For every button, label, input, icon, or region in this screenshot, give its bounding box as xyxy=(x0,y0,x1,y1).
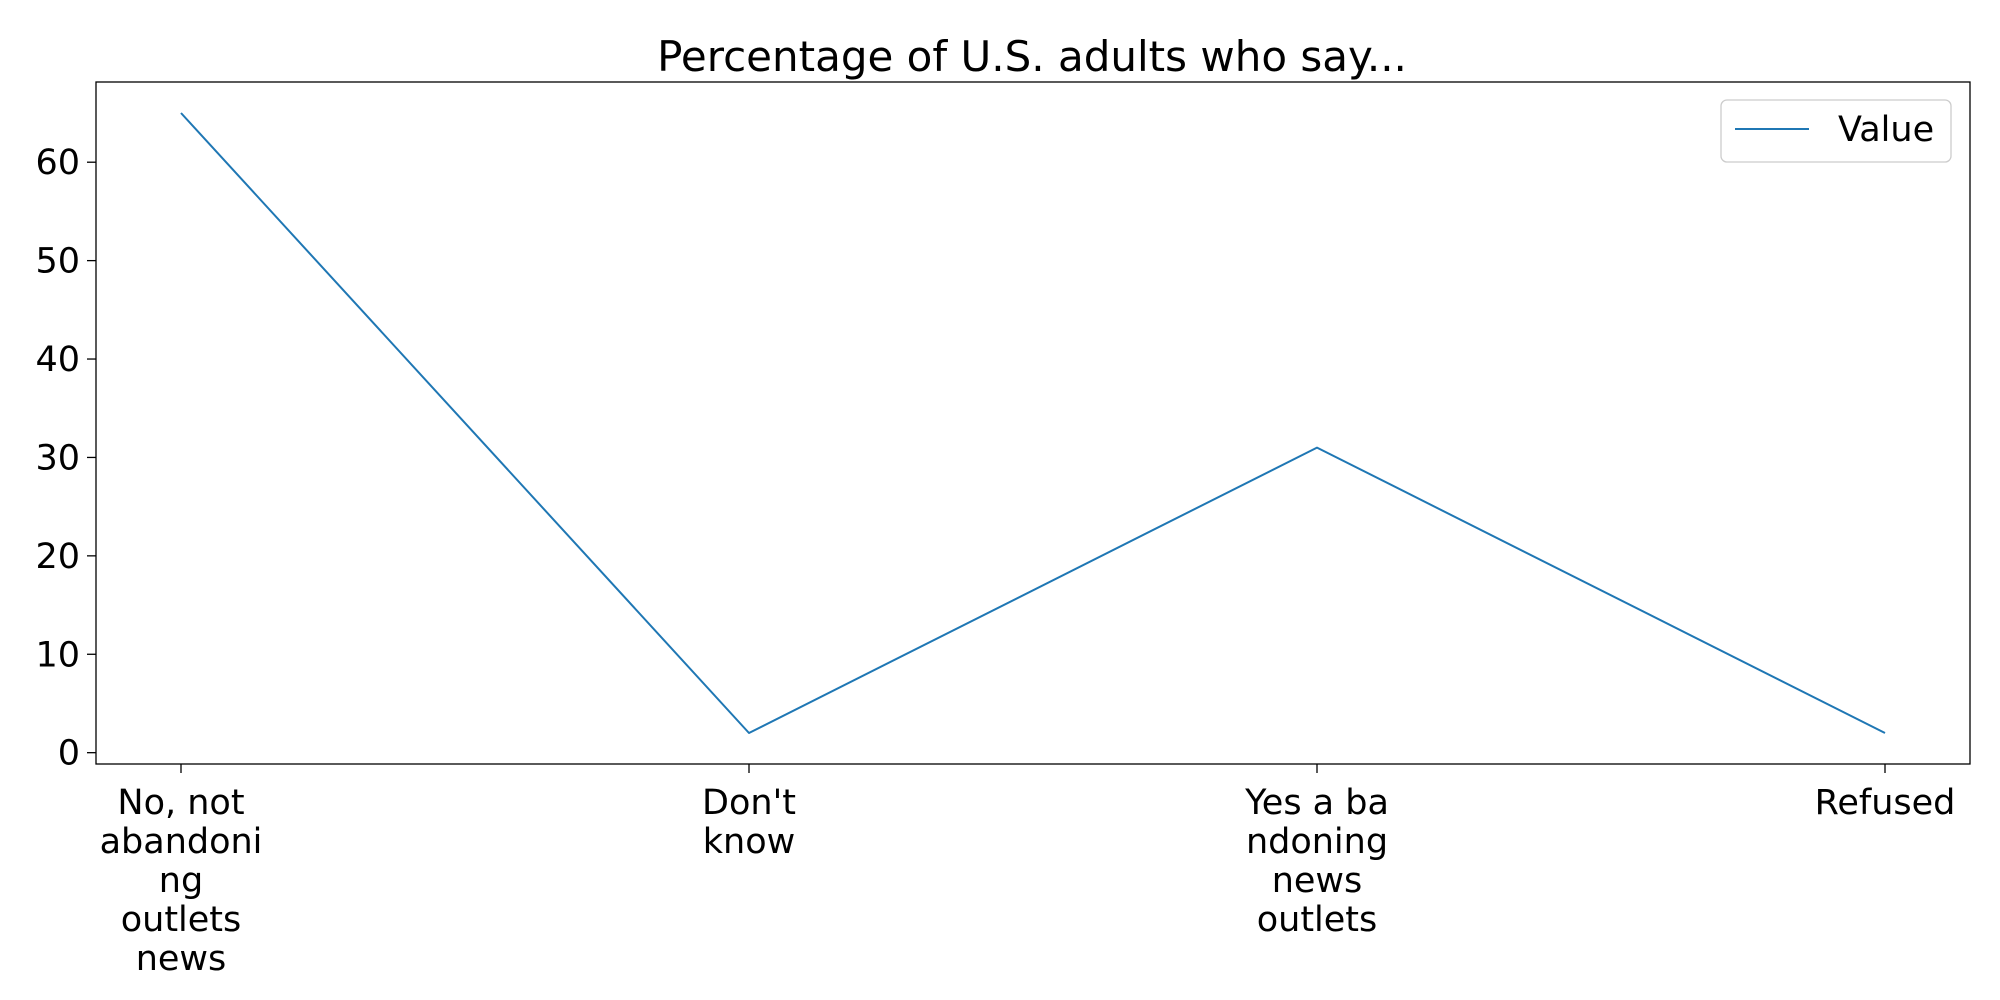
y-tick-label: 30 xyxy=(35,438,80,478)
x-tick-label: Refused xyxy=(1815,783,1956,823)
y-tick-label: 50 xyxy=(35,242,80,282)
legend: Value xyxy=(1720,99,1952,163)
y-axis: 0 10 20 30 40 50 60 xyxy=(35,143,96,774)
x-tick-label: Yes a ba ndoning news outlets xyxy=(1244,783,1389,940)
x-axis: No, not abandoni ng outlets news Don't know Yes… xyxy=(100,764,1956,979)
legend-label: Value xyxy=(1838,110,1934,150)
y-tick-label: 10 xyxy=(35,635,80,675)
y-tick-label: 40 xyxy=(35,340,80,380)
y-tick-label: 20 xyxy=(35,537,80,577)
chart-title: Percentage of U.S. adults who say... xyxy=(657,32,1407,81)
x-tick-label: Don't know xyxy=(702,783,796,862)
y-tick-label: 60 xyxy=(35,143,80,183)
x-tick-label: No, not abandoni ng outlets news xyxy=(100,783,263,979)
plot-area xyxy=(95,81,1971,765)
y-tick-label: 0 xyxy=(58,734,80,774)
series-line xyxy=(180,112,1886,734)
series-layer xyxy=(180,112,1886,734)
legend-box xyxy=(1720,99,1952,163)
